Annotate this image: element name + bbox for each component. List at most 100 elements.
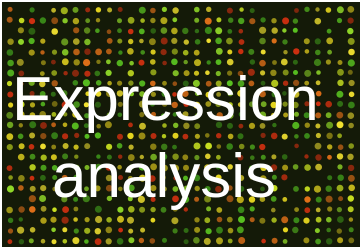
spot xyxy=(30,227,36,233)
spot xyxy=(327,29,332,34)
spot xyxy=(227,50,232,55)
spot xyxy=(228,18,233,23)
spot xyxy=(294,134,299,139)
spot xyxy=(205,27,212,34)
spot xyxy=(117,238,124,245)
spot xyxy=(215,38,222,45)
spot xyxy=(282,154,288,160)
spot xyxy=(206,7,211,12)
spot xyxy=(228,134,234,140)
spot xyxy=(238,133,244,139)
spot xyxy=(349,227,354,232)
spot xyxy=(283,239,288,244)
spot xyxy=(250,8,255,13)
spot xyxy=(118,7,123,12)
spot xyxy=(216,237,223,244)
spot xyxy=(207,60,211,64)
spot xyxy=(39,195,46,202)
spot xyxy=(29,18,35,24)
spot xyxy=(326,38,333,45)
spot xyxy=(160,17,167,24)
spot xyxy=(326,186,332,192)
spot xyxy=(62,133,68,139)
spot xyxy=(348,206,354,212)
spot xyxy=(326,59,331,64)
spot xyxy=(150,238,156,244)
spot xyxy=(193,237,200,244)
spot xyxy=(259,38,266,45)
spot xyxy=(304,38,310,44)
spot xyxy=(184,39,189,44)
spot xyxy=(348,112,355,119)
spot xyxy=(171,38,177,44)
spot xyxy=(194,18,199,23)
spot xyxy=(51,17,58,24)
spot xyxy=(182,28,188,34)
spot xyxy=(95,228,101,234)
spot xyxy=(40,144,46,150)
spot xyxy=(228,239,233,244)
spot xyxy=(62,18,67,23)
spot xyxy=(316,197,322,203)
spot xyxy=(194,7,200,13)
spot xyxy=(348,195,354,201)
spot xyxy=(348,49,355,56)
spot xyxy=(237,226,244,233)
spot xyxy=(195,29,199,33)
spot xyxy=(117,216,124,223)
spot xyxy=(106,49,112,55)
spot xyxy=(261,239,266,244)
spot xyxy=(162,134,166,138)
spot xyxy=(239,39,245,45)
spot xyxy=(173,228,178,233)
spot xyxy=(293,186,299,192)
spot xyxy=(40,39,45,44)
spot xyxy=(281,216,288,223)
spot xyxy=(96,18,100,22)
spot xyxy=(282,28,286,32)
spot xyxy=(194,50,200,56)
spot xyxy=(304,164,311,171)
spot xyxy=(227,29,232,34)
spot xyxy=(8,218,13,223)
spot xyxy=(171,217,178,224)
spot xyxy=(337,80,343,86)
spot xyxy=(304,196,310,202)
spot xyxy=(293,164,299,170)
caption-line: analysis xyxy=(52,142,276,211)
spot xyxy=(161,49,167,55)
spot xyxy=(128,17,135,24)
spot xyxy=(95,216,102,223)
spot xyxy=(61,7,68,14)
spot xyxy=(337,216,344,223)
spot xyxy=(7,185,14,192)
spot xyxy=(348,165,354,171)
spot xyxy=(292,227,298,233)
spot xyxy=(41,206,47,212)
spot xyxy=(337,153,343,159)
spot xyxy=(73,38,80,45)
spot xyxy=(294,207,299,212)
spot xyxy=(140,228,145,233)
spot xyxy=(106,227,113,234)
spot xyxy=(337,133,342,138)
spot xyxy=(62,49,69,56)
spot xyxy=(316,208,321,213)
spot xyxy=(162,238,167,243)
spot xyxy=(305,49,310,54)
spot xyxy=(85,134,90,139)
spot xyxy=(40,17,46,23)
spot xyxy=(150,8,156,14)
spot xyxy=(272,238,278,244)
spot xyxy=(216,227,223,234)
spot xyxy=(149,38,156,45)
spot xyxy=(117,39,122,44)
spot xyxy=(51,8,56,13)
spot xyxy=(84,49,90,55)
spot xyxy=(41,155,47,161)
page: {"title_lines": ["Expression", "analysis… xyxy=(0,0,362,249)
spot xyxy=(348,102,355,109)
spot xyxy=(260,17,265,22)
spot xyxy=(282,134,288,140)
spot xyxy=(294,144,299,149)
